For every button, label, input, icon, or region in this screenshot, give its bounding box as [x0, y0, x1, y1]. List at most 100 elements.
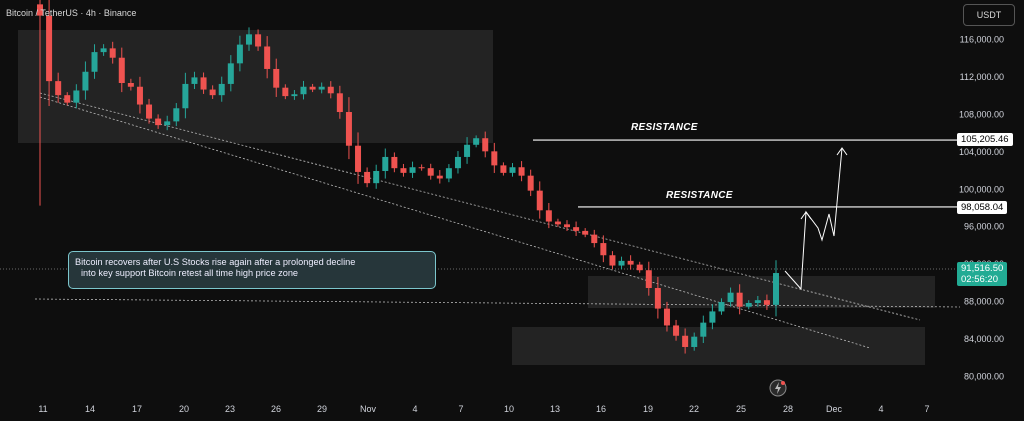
x-tick-label: 20: [179, 404, 189, 414]
candle-body: [645, 270, 652, 289]
candle-body: [46, 15, 53, 82]
candle: [400, 163, 407, 177]
x-tick-label: 4: [878, 404, 883, 414]
candle-body: [618, 260, 625, 266]
y-tick-label: 108,000.00: [959, 109, 1004, 119]
candle-body: [173, 108, 180, 122]
candle: [391, 152, 398, 173]
candle-body: [309, 86, 316, 90]
candle-body: [382, 156, 389, 171]
candle: [236, 35, 243, 72]
candle: [473, 135, 480, 148]
x-tick-label: 4: [412, 404, 417, 414]
candle: [736, 284, 743, 315]
x-tick-label: 16: [596, 404, 606, 414]
candle-body: [518, 167, 525, 176]
candle: [454, 151, 461, 174]
candle-body: [418, 167, 425, 169]
candle: [500, 162, 507, 176]
candle-body: [436, 175, 443, 179]
candle-body: [536, 190, 543, 211]
candle: [609, 251, 616, 270]
candle-body: [445, 168, 452, 179]
candle: [82, 61, 89, 100]
candle-body: [464, 144, 471, 157]
candle-body: [700, 322, 707, 337]
candle: [291, 90, 298, 100]
y-tick-label: 84,000.00: [964, 334, 1004, 344]
candle: [382, 148, 389, 179]
candle: [691, 332, 698, 351]
candle: [482, 131, 489, 158]
candle: [527, 169, 534, 197]
resistance-label-lower: RESISTANCE: [666, 190, 733, 201]
lightning-icon[interactable]: [768, 378, 788, 398]
symbol-title: Bitcoin / TetherUS · 4h · Binance: [6, 8, 137, 18]
candle: [663, 301, 670, 332]
candle: [355, 132, 362, 184]
candle: [573, 221, 580, 236]
candle-body: [591, 234, 598, 244]
candle-body: [245, 34, 252, 45]
candle: [318, 82, 325, 94]
candle: [600, 235, 607, 263]
candle: [545, 203, 552, 229]
candle-body: [282, 87, 289, 97]
candle-body: [727, 292, 734, 303]
candle-body: [573, 227, 580, 231]
current-price-label: 91,516.50 02:56:20: [957, 262, 1008, 286]
candle: [754, 295, 761, 307]
candle-body: [355, 145, 362, 172]
candle-body: [164, 121, 171, 126]
candle: [300, 80, 307, 100]
candle: [436, 170, 443, 184]
candle-body: [64, 95, 71, 103]
candle: [109, 41, 116, 64]
candle-body: [364, 171, 371, 184]
candle-body: [200, 77, 207, 90]
x-tick-label: 7: [458, 404, 463, 414]
projection-arrowhead-mid: [800, 211, 812, 220]
candle: [273, 58, 280, 97]
candle: [582, 228, 589, 238]
y-tick-label: 116,000.00: [960, 35, 1004, 45]
candle: [364, 167, 371, 188]
x-tick-label: 25: [736, 404, 746, 414]
candle-body: [146, 104, 153, 119]
candle: [218, 76, 225, 102]
candle: [418, 164, 425, 171]
candle: [773, 260, 779, 317]
candle-body: [391, 156, 398, 169]
candle: [745, 300, 752, 310]
candle: [654, 276, 661, 319]
trendline-lower: [39, 96, 871, 349]
candle-body: [400, 168, 407, 173]
candle-body: [182, 83, 189, 109]
y-tick-label: 88,000.00: [964, 297, 1004, 307]
zone-box-3: [512, 327, 925, 365]
candle-body: [745, 302, 752, 307]
x-tick-label: 13: [550, 404, 560, 414]
candle: [700, 315, 707, 344]
candle: [591, 229, 598, 248]
candle: [245, 27, 252, 51]
candle-body: [409, 167, 416, 173]
zone-layer: [18, 30, 935, 365]
x-tick-label: 26: [271, 404, 281, 414]
x-tick-label: 23: [225, 404, 235, 414]
y-tick-label: 104,000.00: [959, 147, 1004, 157]
currency-button[interactable]: USDT: [963, 4, 1015, 26]
candle: [709, 304, 716, 330]
candle-body: [682, 335, 689, 347]
candle-body: [473, 138, 480, 145]
candle-body: [100, 48, 107, 53]
candle: [636, 261, 643, 273]
x-tick-label: 14: [85, 404, 95, 414]
candle: [155, 114, 162, 129]
candle: [255, 29, 262, 51]
candle-body: [136, 86, 143, 105]
candles-layer: [37, 0, 779, 354]
candle: [627, 255, 634, 270]
annotation-note: Bitcoin recovers after U.S Stocks rise a…: [68, 251, 436, 289]
